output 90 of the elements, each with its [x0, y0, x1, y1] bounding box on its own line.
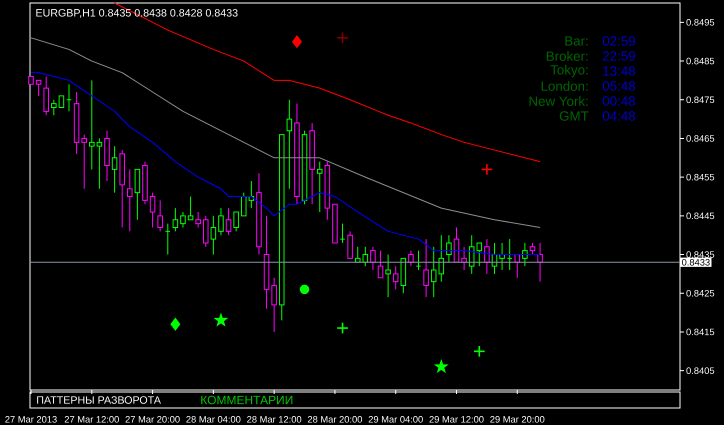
y-tick-label: 0.8445: [686, 212, 714, 220]
annotation: London:: [542, 81, 588, 91]
candlestick: [476, 242, 482, 267]
candlestick: [378, 250, 384, 278]
annotation: 00:48: [602, 96, 636, 106]
candlestick: [522, 242, 528, 267]
annotation: New York:: [530, 96, 588, 106]
y-tick-label: 0.8485: [686, 58, 714, 64]
point: [435, 360, 448, 372]
candlestick: [408, 250, 414, 267]
candlestick: [58, 95, 64, 108]
annotation: 13:48: [603, 66, 636, 76]
candlestick: [362, 246, 368, 267]
candlestick: [150, 192, 156, 228]
candlestick: [218, 208, 224, 236]
y-tick-label: 0.8415: [686, 328, 714, 336]
candlestick: [165, 223, 171, 256]
candlestick: [286, 99, 292, 190]
candlestick: [492, 242, 498, 274]
x-tick-label: 29 Mar 20:00: [490, 416, 544, 423]
candlestick: [195, 211, 201, 228]
candlestick: [112, 146, 118, 194]
point: [473, 345, 486, 358]
candlestick: [226, 208, 232, 236]
chart-title: EURGBP,H1 0.8435 0.8438 0.8428 0.8433: [36, 9, 238, 18]
candlestick: [233, 211, 239, 232]
candlestick: [188, 196, 194, 220]
y-tick-label: 0.8435: [686, 251, 714, 258]
candlestick: [180, 211, 186, 228]
x-tick-label: 29 Mar 04:00: [368, 416, 423, 423]
candlestick: [454, 226, 460, 263]
x-tick-label: 27 Mar 20:00: [126, 416, 180, 423]
x-tick-label: 28 Mar 20:00: [308, 416, 362, 423]
candlestick: [423, 238, 429, 298]
annotation: 22:59: [602, 51, 636, 61]
y-tick-label: 0.8455: [686, 174, 714, 180]
point: [480, 163, 494, 176]
candlestick: [416, 250, 422, 271]
candlestick: [438, 234, 444, 282]
candlestick: [134, 168, 140, 220]
annotation: 02:59: [602, 36, 636, 46]
candlestick: [43, 76, 49, 116]
candlestick: [127, 168, 133, 232]
point: [336, 322, 349, 334]
candlestick: [66, 84, 72, 112]
candlestick: [430, 246, 436, 298]
x-tick-label: 27 Mar 2013: [5, 416, 57, 423]
candlestick: [89, 80, 95, 170]
annotation: Tokyo:: [550, 64, 588, 78]
candlestick: [370, 246, 376, 271]
text: КОММЕНТАРИИ: [201, 396, 292, 404]
y-tick-label: 0.8495: [686, 19, 714, 26]
candlestick: [271, 277, 277, 332]
x-tick-label: 28 Mar 12:00: [247, 416, 302, 423]
x-tick-label: 29 Mar 12:00: [429, 416, 484, 423]
candlestick: [340, 223, 346, 244]
candlestick: [530, 242, 536, 256]
candlestick: [36, 80, 42, 96]
point: [215, 314, 227, 326]
annotation: 04:48: [602, 111, 636, 121]
candlestick: [347, 230, 353, 259]
annotation: 05:48: [602, 81, 636, 91]
candlestick: [316, 161, 323, 212]
candlestick: [81, 134, 87, 190]
y-tick-label: 0.8405: [686, 367, 714, 374]
ref-line-label: 0.8433: [682, 259, 710, 266]
text: ПАТТЕРНЫ РАЗВОРОТА: [37, 396, 161, 404]
candlestick: [202, 215, 209, 248]
candlestick: [96, 138, 102, 190]
point: [300, 284, 310, 294]
candlestick: [446, 234, 452, 263]
annotation: GMT: [560, 111, 588, 121]
y-tick-label: 0.8475: [686, 96, 714, 104]
y-tick-label: 0.8465: [686, 135, 714, 142]
candlestick: [506, 238, 512, 271]
candlestick: [157, 200, 163, 232]
x-tick-label: 27 Mar 12:00: [64, 416, 119, 423]
candlestick: [51, 99, 57, 116]
point: [292, 36, 302, 48]
annotation: Bar:: [565, 36, 588, 46]
x-tick-label: 28 Mar 04:00: [186, 416, 240, 423]
candlestick: [392, 266, 398, 290]
y-tick-label: 0.8425: [686, 290, 714, 297]
point: [170, 318, 180, 330]
point: [336, 32, 349, 44]
candlestick: [210, 215, 216, 256]
candlestick: [385, 254, 391, 298]
annotation: Broker:: [546, 51, 588, 61]
candlestick: [172, 208, 178, 232]
candlestick: [240, 192, 247, 216]
